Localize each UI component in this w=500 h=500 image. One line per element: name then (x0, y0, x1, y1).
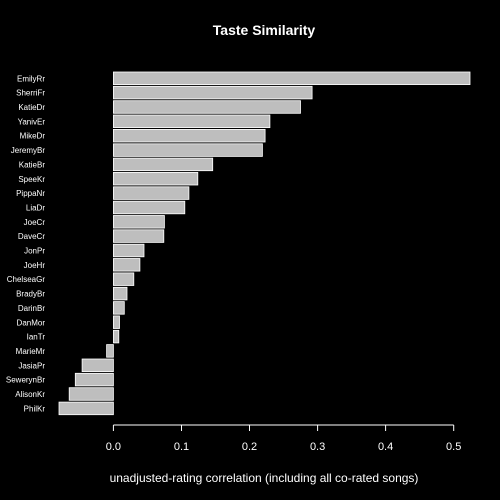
bar-bradybr (113, 286, 128, 301)
bar-philkr (58, 401, 114, 416)
bars-group (58, 71, 471, 416)
chart-title: Taste Similarity (213, 22, 316, 38)
category-label: JoeCr (24, 218, 46, 227)
category-label: BradyBr (16, 290, 45, 299)
x-tick-label: 0.0 (106, 441, 121, 453)
bar-davecr (113, 229, 165, 243)
bar-mariemr (106, 344, 114, 358)
category-label: MikeDr (20, 132, 46, 141)
bar-jasiapr (81, 358, 114, 373)
bar-jeremybr (113, 143, 263, 157)
category-label: ChelseaGr (7, 275, 46, 284)
category-label: EmilyRr (17, 74, 45, 83)
bar-alisonkr (68, 387, 114, 401)
bar-darinbr (113, 301, 125, 315)
category-label: SewerynBr (6, 376, 45, 385)
bar-liadr (113, 200, 186, 215)
bar-yaniver (113, 114, 271, 129)
category-label: JasiaPr (18, 361, 45, 370)
category-label: PippaNr (16, 189, 45, 198)
category-label: YanivEr (18, 117, 46, 126)
category-label: DaveCr (18, 232, 45, 241)
category-label: KatieBr (19, 160, 46, 169)
bar-joecr (113, 215, 165, 229)
category-label: SherriFr (16, 89, 45, 98)
category-label: MarieMr (16, 347, 46, 356)
category-label: JoeHr (24, 261, 46, 270)
x-tick-label: 0.2 (242, 441, 257, 453)
category-label: DanMor (17, 318, 46, 327)
bar-sherrifr (113, 85, 313, 100)
bar-sewerynbr (74, 372, 114, 387)
bar-speekr (113, 171, 199, 186)
bar-emilyrr (113, 71, 471, 86)
x-tick-label: 0.4 (378, 441, 393, 453)
bar-chelseagr (113, 272, 135, 286)
x-axis: 0.0 0.1 0.2 0.3 0.4 0.5 (106, 424, 461, 453)
category-label: PhilKr (24, 404, 46, 413)
bar-katiebr (113, 157, 214, 172)
category-label: JonPr (24, 247, 45, 256)
bar-katiedr (113, 100, 301, 114)
category-label: KatieDr (18, 103, 45, 112)
category-label: SpeeKr (18, 175, 45, 184)
category-label: JeremyBr (11, 146, 46, 155)
bar-jonpr (113, 243, 145, 258)
bar-danmor (113, 315, 120, 329)
category-label: IanTr (27, 333, 46, 342)
x-tick-label: 0.5 (446, 441, 461, 453)
bar-joehr (113, 258, 141, 272)
x-tick-label: 0.3 (310, 441, 325, 453)
x-axis-label: unadjusted-rating correlation (including… (110, 471, 419, 485)
x-tick-label: 0.1 (174, 441, 189, 453)
category-label: LiaDr (26, 204, 45, 213)
category-label: DarinBr (18, 304, 45, 313)
bar-mikedr (113, 128, 266, 143)
bar-pippanr (113, 186, 190, 200)
category-labels: EmilyRr SherriFr KatieDr YanivEr MikeDr Jerem… (6, 74, 45, 413)
bar-iantr (113, 329, 120, 344)
category-label: AlisonKr (15, 390, 45, 399)
